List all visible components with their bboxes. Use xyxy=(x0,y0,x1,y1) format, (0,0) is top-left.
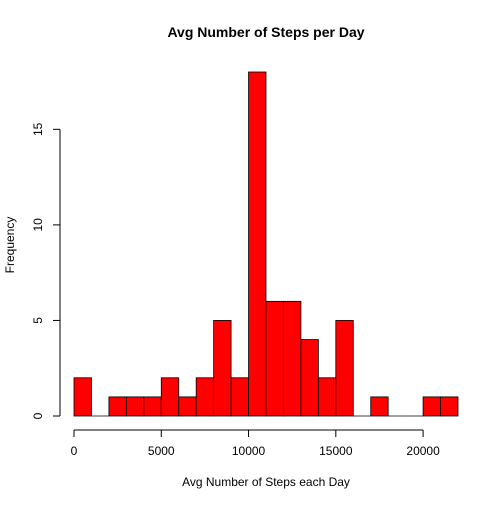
chart-title: Avg Number of Steps per Day xyxy=(167,24,364,40)
histogram-bar xyxy=(178,396,197,417)
histogram-bar xyxy=(265,300,284,417)
x-tick-label: 10000 xyxy=(232,444,266,458)
y-tick-label: 10 xyxy=(31,218,45,232)
y-axis: 0 5 10 15 xyxy=(31,122,61,419)
x-tick-label: 0 xyxy=(71,444,78,458)
histogram-bar xyxy=(317,377,337,417)
histogram-bar xyxy=(125,396,145,417)
x-tick-label: 15000 xyxy=(319,444,353,458)
histogram-bar xyxy=(195,377,215,417)
histogram-bar xyxy=(370,396,389,417)
histogram-bar xyxy=(143,396,162,417)
bars-group xyxy=(73,71,459,417)
histogram-bar xyxy=(300,339,319,417)
x-tick-label: 20000 xyxy=(406,444,440,458)
histogram-bar xyxy=(73,377,92,417)
histogram-bar xyxy=(335,320,354,417)
histogram-bar xyxy=(108,396,127,417)
histogram-bar xyxy=(213,320,232,417)
histogram-bar xyxy=(230,377,249,417)
y-tick-label: 0 xyxy=(31,412,45,419)
y-tick-label: 15 xyxy=(31,122,45,136)
histogram-bar xyxy=(440,396,459,417)
histogram-bar xyxy=(283,300,302,417)
x-axis: 0 5000 10000 15000 20000 xyxy=(71,429,440,458)
histogram-bar xyxy=(422,396,441,417)
y-tick-label: 5 xyxy=(31,317,45,324)
x-tick-label: 5000 xyxy=(148,444,175,458)
y-axis-label: Frequency xyxy=(3,217,17,274)
histogram-bar xyxy=(248,71,267,417)
x-axis-label: Avg Number of Steps each Day xyxy=(182,475,350,489)
histogram-bar xyxy=(160,377,180,417)
